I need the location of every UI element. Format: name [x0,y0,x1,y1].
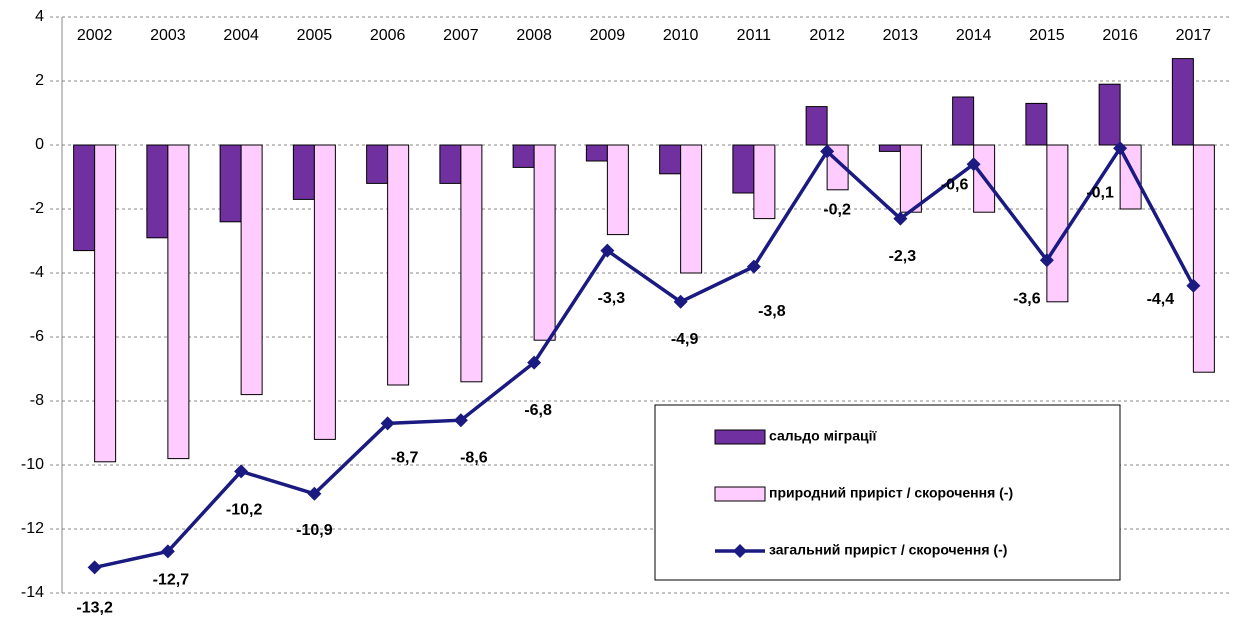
bar [366,144,389,184]
value-label: -10,2 [226,502,263,519]
y-tick-label: -2 [30,200,44,217]
marker [307,486,322,501]
y-tick-label: -14 [21,584,44,601]
x-tick-label: 2003 [150,27,186,44]
legend-swatch [714,429,766,445]
bar [73,144,96,252]
bar [732,144,755,194]
x-tick-label: 2012 [809,27,845,44]
x-tick-label: 2008 [516,27,552,44]
x-tick-label: 2005 [297,27,333,44]
legend-swatch [714,486,766,502]
bar [805,106,828,146]
bar [219,144,242,223]
bar [1171,58,1194,146]
marker [380,416,395,431]
value-label: -0,6 [941,176,969,193]
bar [94,144,117,463]
marker [160,544,175,559]
marker [966,157,981,172]
bar [512,144,535,168]
bar [753,144,776,220]
bar [146,144,169,239]
bar [1192,144,1215,373]
legend-label: загальний приріст / скорочення (-) [769,542,1007,558]
value-label: -10,9 [296,522,333,539]
bar [659,144,682,175]
value-label: -0,1 [1086,184,1114,201]
value-label: -3,8 [758,303,786,320]
y-tick-label: -10 [21,456,44,473]
bar [387,144,410,386]
bar [680,144,703,274]
x-tick-label: 2017 [1176,27,1212,44]
marker [527,355,542,370]
x-tick-label: 2013 [883,27,919,44]
x-tick-label: 2016 [1102,27,1138,44]
value-label: -4,4 [1147,291,1175,308]
x-tick-label: 2015 [1029,27,1065,44]
value-label: -2,3 [889,248,917,265]
bar [167,144,190,460]
y-tick-label: 2 [35,72,44,89]
value-label: -0,2 [823,202,851,219]
bar [292,144,315,200]
marker [746,259,761,274]
value-label: -13,2 [76,600,113,617]
bar [606,144,629,236]
marker [87,560,102,575]
marker [673,294,688,309]
value-label: -4,9 [671,331,699,348]
value-label: -8,6 [460,449,488,466]
marker [1113,141,1128,156]
bar [240,144,263,396]
bar [899,144,922,213]
value-label: -3,3 [598,290,626,307]
x-tick-label: 2004 [223,27,259,44]
x-tick-label: 2014 [956,27,992,44]
bar [1098,83,1121,146]
x-tick-label: 2011 [737,27,772,44]
y-tick-label: -8 [30,392,44,409]
bar [439,144,462,184]
bar [1046,144,1069,303]
y-tick-label: 4 [35,8,44,25]
value-label: -12,7 [153,572,190,589]
bar [313,144,336,440]
bar [952,96,975,146]
marker [820,144,835,159]
marker [453,413,468,428]
marker [1186,278,1201,293]
marker [234,464,249,479]
legend-label: природний приріст / скорочення (-) [769,485,1013,501]
bar [533,144,556,341]
x-tick-label: 2010 [663,27,699,44]
bar [878,144,901,152]
y-tick-label: 0 [35,136,44,153]
value-label: -3,6 [1013,290,1041,307]
x-tick-label: 2007 [443,27,479,44]
marker [893,211,908,226]
y-tick-label: -12 [21,520,44,537]
legend-marker [733,544,747,558]
x-tick-label: 2002 [77,27,113,44]
bar [585,144,608,162]
bar [460,144,483,383]
marker [1039,253,1054,268]
legend-label: сальдо міграції [769,428,877,444]
y-tick-label: -4 [30,264,44,281]
line [94,144,1195,570]
value-label: -8,7 [391,450,419,467]
marker [600,243,615,258]
x-tick-label: 2006 [370,27,406,44]
x-tick-label: 2009 [590,27,626,44]
value-label: -6,8 [524,402,552,419]
bar [1025,102,1048,146]
y-tick-label: -6 [30,328,44,345]
